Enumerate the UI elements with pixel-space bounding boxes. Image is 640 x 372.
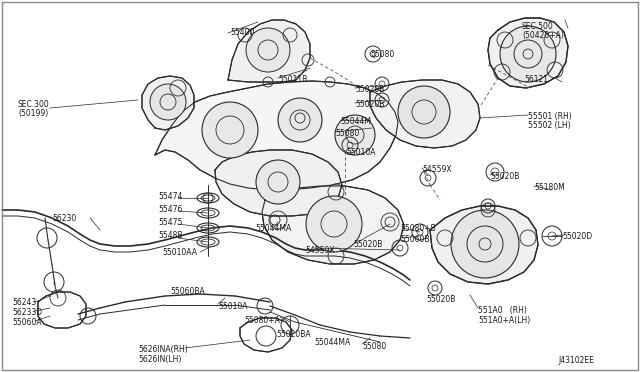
Circle shape: [278, 98, 322, 142]
Text: 551A0   (RH): 551A0 (RH): [478, 306, 527, 315]
Text: 56121: 56121: [524, 75, 548, 84]
Text: 55044MA: 55044MA: [314, 338, 350, 347]
Circle shape: [398, 86, 450, 138]
Text: 55180M: 55180M: [534, 183, 564, 192]
Text: 54559X: 54559X: [305, 246, 335, 255]
Polygon shape: [142, 76, 194, 130]
Text: 55475: 55475: [158, 218, 182, 227]
Text: 56233D: 56233D: [12, 308, 42, 317]
Text: 55020D: 55020D: [562, 232, 592, 241]
Text: 551A0+A(LH): 551A0+A(LH): [478, 316, 531, 325]
Circle shape: [246, 28, 290, 72]
Text: 54559X: 54559X: [422, 165, 452, 174]
Polygon shape: [215, 150, 342, 216]
Text: 55080: 55080: [362, 342, 387, 351]
Text: 55010AA: 55010AA: [162, 248, 197, 257]
Text: 55060A: 55060A: [12, 318, 42, 327]
Circle shape: [202, 102, 258, 158]
Text: SEC.500: SEC.500: [522, 22, 554, 31]
Circle shape: [306, 196, 362, 252]
Text: (50199): (50199): [18, 109, 48, 118]
Text: 55060B: 55060B: [400, 235, 429, 244]
Text: 55080: 55080: [335, 129, 359, 138]
Circle shape: [150, 84, 186, 120]
Text: 55020B: 55020B: [426, 295, 456, 304]
Text: 55010A: 55010A: [346, 148, 376, 157]
Polygon shape: [155, 81, 398, 190]
Circle shape: [451, 210, 519, 278]
Polygon shape: [228, 20, 310, 82]
Circle shape: [500, 26, 556, 82]
Text: 5626INA(RH): 5626INA(RH): [138, 345, 188, 354]
Text: J43102EE: J43102EE: [558, 356, 594, 365]
Text: 55080+A: 55080+A: [244, 316, 280, 325]
Text: 55010A: 55010A: [218, 302, 248, 311]
Text: 5548B: 5548B: [158, 231, 182, 240]
Text: 55020BA: 55020BA: [276, 330, 310, 339]
Text: 55080: 55080: [370, 50, 394, 59]
Text: 55044M: 55044M: [340, 117, 371, 126]
Polygon shape: [370, 80, 480, 148]
Text: 55020B: 55020B: [490, 172, 520, 181]
Text: 55020B: 55020B: [355, 100, 385, 109]
Text: 55400: 55400: [230, 28, 254, 37]
Text: 55060BA: 55060BA: [170, 287, 205, 296]
Text: 55011B: 55011B: [278, 75, 307, 84]
Circle shape: [256, 160, 300, 204]
Text: 5626IN(LH): 5626IN(LH): [138, 355, 181, 364]
Text: 55080+B: 55080+B: [400, 224, 436, 233]
Text: 55474: 55474: [158, 192, 182, 201]
Text: 55020B: 55020B: [355, 85, 385, 94]
Text: 55476: 55476: [158, 205, 182, 214]
Text: 56230: 56230: [52, 214, 76, 223]
Polygon shape: [262, 186, 404, 264]
Circle shape: [335, 115, 375, 155]
Text: (50420+A): (50420+A): [522, 31, 564, 40]
Text: 55044MA: 55044MA: [255, 224, 291, 233]
Text: 56243: 56243: [12, 298, 36, 307]
Text: 55502 (LH): 55502 (LH): [528, 121, 571, 130]
Polygon shape: [430, 206, 538, 284]
Text: SEC.300: SEC.300: [18, 100, 50, 109]
Polygon shape: [488, 18, 568, 88]
Text: 55501 (RH): 55501 (RH): [528, 112, 572, 121]
Text: 55020B: 55020B: [353, 240, 382, 249]
